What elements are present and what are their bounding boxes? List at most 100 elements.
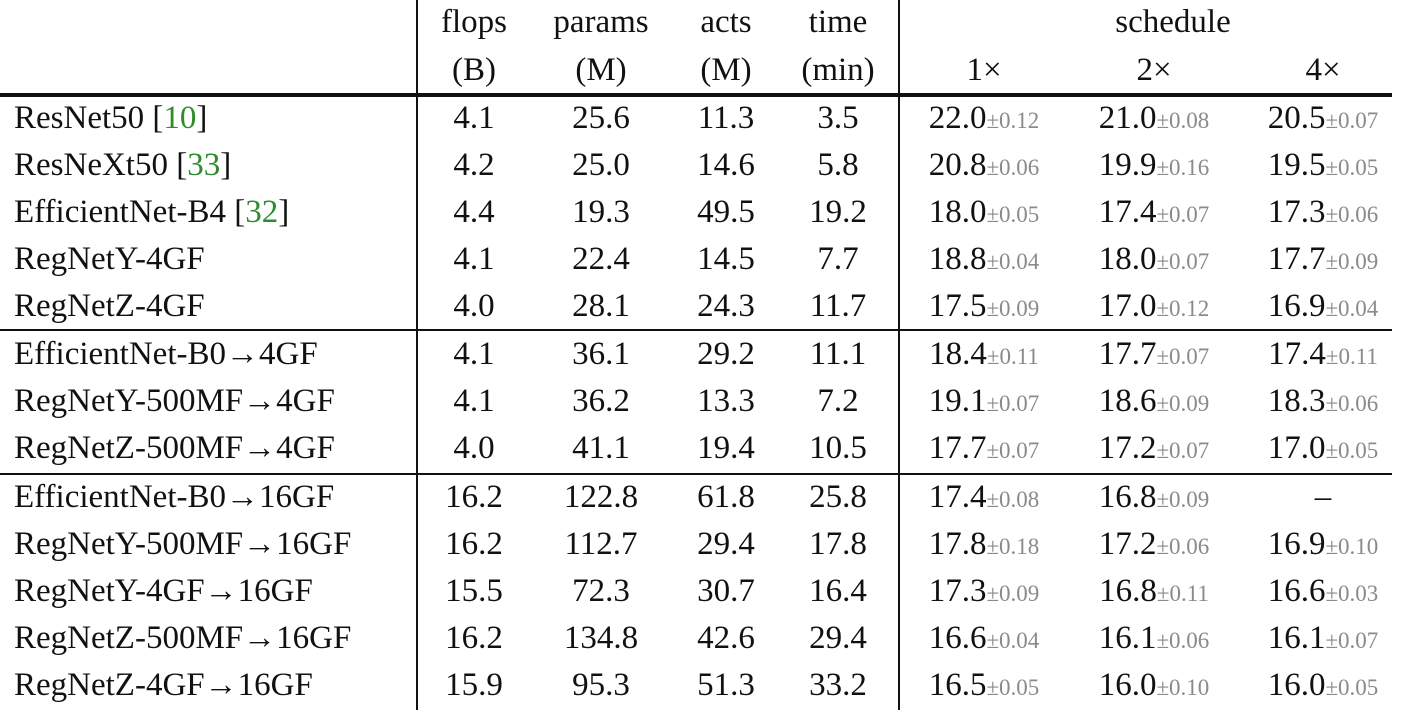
error-value: 17.3 [928, 573, 987, 609]
error-s1: 17.7±0.07 [899, 432, 1069, 465]
error-value: 16.9 [1267, 288, 1326, 324]
error-std: ±0.12 [986, 108, 1040, 133]
time-value: 19.2 [809, 194, 867, 230]
error-value: 18.3 [1267, 383, 1326, 419]
error-s4: 17.4±0.11 [1238, 338, 1407, 371]
error-s4: – [1238, 481, 1407, 514]
error-value: 16.8 [1098, 479, 1157, 515]
error-value: 20.5 [1267, 100, 1326, 136]
model-label: RegNetY-500MF→4GF [14, 383, 335, 419]
acts-value: 11.3 [697, 100, 755, 136]
model-name: EfficientNet-B4 [32] [14, 196, 289, 229]
header-acts: acts [700, 4, 752, 40]
error-value: 17.8 [928, 526, 987, 562]
error-s4: 17.7±0.09 [1238, 243, 1407, 276]
model-label: ResNeXt50 [14, 147, 168, 183]
flops-value: 4.1 [453, 241, 495, 277]
error-s2: 16.0±0.10 [1069, 669, 1239, 702]
model-name: RegNetZ-4GF [14, 290, 205, 323]
error-std: ±0.05 [1325, 438, 1379, 463]
header-time-unit: (min) [801, 52, 875, 88]
error-s2: 17.7±0.07 [1069, 338, 1239, 371]
error-s2: 17.2±0.06 [1069, 528, 1239, 561]
error-std: ±0.07 [986, 438, 1040, 463]
acts-value: 30.7 [697, 573, 755, 609]
error-value: 20.8 [928, 147, 987, 183]
time-value: 7.7 [817, 241, 859, 277]
error-value: 19.9 [1098, 147, 1157, 183]
error-value: 21.0 [1098, 100, 1157, 136]
acts-value: 29.2 [697, 336, 755, 372]
column-divider-left [416, 0, 418, 710]
error-value: 16.6 [1267, 573, 1326, 609]
flops-value: 4.1 [453, 100, 495, 136]
model-name: RegNetY-500MF→16GF [14, 528, 351, 561]
time-value: 10.5 [809, 430, 867, 466]
model-name: RegNetZ-500MF→16GF [14, 622, 351, 655]
params-value: 95.3 [572, 667, 630, 703]
params-value: 28.1 [572, 288, 630, 324]
error-std: ±0.04 [986, 249, 1040, 274]
flops-value: 4.1 [453, 336, 495, 372]
error-value: 18.8 [928, 241, 987, 277]
error-value: 18.0 [928, 194, 987, 230]
error-value: 22.0 [928, 100, 987, 136]
model-name: ResNeXt50 [33] [14, 149, 231, 182]
error-s1: 18.0±0.05 [899, 196, 1069, 229]
model-label: RegNetZ-4GF [14, 288, 205, 324]
params-value: 22.4 [572, 241, 630, 277]
time-value: 17.8 [809, 526, 867, 562]
header-schedule-1x: 1× [966, 52, 1002, 88]
model-name: ResNet50 [10] [14, 102, 207, 135]
error-value: 16.6 [928, 620, 987, 656]
error-value: 17.5 [928, 288, 987, 324]
error-std: ±0.04 [1325, 296, 1379, 321]
group-rule-1 [0, 329, 1392, 331]
error-value: 19.1 [928, 383, 987, 419]
citation-number[interactable]: 32 [245, 194, 279, 230]
citation-ref: [10] [144, 100, 208, 136]
model-label: RegNetY-500MF→16GF [14, 526, 352, 562]
error-value: 18.6 [1098, 383, 1157, 419]
model-name: RegNetY-500MF→4GF [14, 385, 335, 418]
error-s2: 16.1±0.06 [1069, 622, 1239, 655]
model-label: RegNetY-4GF→16GF [14, 573, 313, 609]
flops-value: 4.1 [453, 383, 495, 419]
error-value: 16.1 [1267, 620, 1326, 656]
error-value: 16.8 [1099, 573, 1157, 609]
acts-value: 13.3 [697, 383, 755, 419]
error-value: 17.4 [1098, 194, 1157, 230]
error-value: 18.4 [929, 336, 987, 372]
flops-value: 4.4 [453, 194, 495, 230]
flops-value: 16.2 [445, 479, 503, 515]
error-value: 17.0 [1098, 288, 1157, 324]
error-std: ±0.09 [1325, 249, 1379, 274]
header-rule [0, 93, 1392, 97]
model-label: EfficientNet-B0→16GF [14, 479, 335, 515]
citation-number[interactable]: 33 [187, 147, 221, 183]
error-std: ±0.12 [1156, 296, 1210, 321]
error-s4: 18.3±0.06 [1238, 385, 1407, 418]
model-label: EfficientNet-B4 [14, 194, 226, 230]
error-s1: 20.8±0.06 [899, 149, 1069, 182]
error-std: ±0.04 [986, 628, 1040, 653]
params-value: 72.3 [572, 573, 630, 609]
error-s2: 17.0±0.12 [1069, 290, 1239, 323]
error-std: ±0.06 [1156, 628, 1210, 653]
error-std: ±0.06 [1325, 202, 1379, 227]
model-name: RegNetZ-4GF→16GF [14, 669, 313, 702]
params-value: 36.2 [572, 383, 630, 419]
error-std: ±0.09 [986, 581, 1040, 606]
error-std: ±0.06 [1156, 534, 1210, 559]
flops-value: 16.2 [445, 620, 503, 656]
error-s4: 16.9±0.04 [1238, 290, 1407, 323]
error-std: ±0.08 [986, 487, 1040, 512]
error-s2: 17.2±0.07 [1069, 432, 1239, 465]
error-value: 17.7 [928, 430, 987, 466]
params-value: 36.1 [572, 336, 630, 372]
params-value: 112.7 [564, 526, 638, 562]
model-label: EfficientNet-B0→4GF [14, 336, 318, 372]
params-value: 25.6 [572, 100, 630, 136]
citation-number[interactable]: 10 [163, 100, 197, 136]
error-s1: 16.6±0.04 [899, 622, 1069, 655]
